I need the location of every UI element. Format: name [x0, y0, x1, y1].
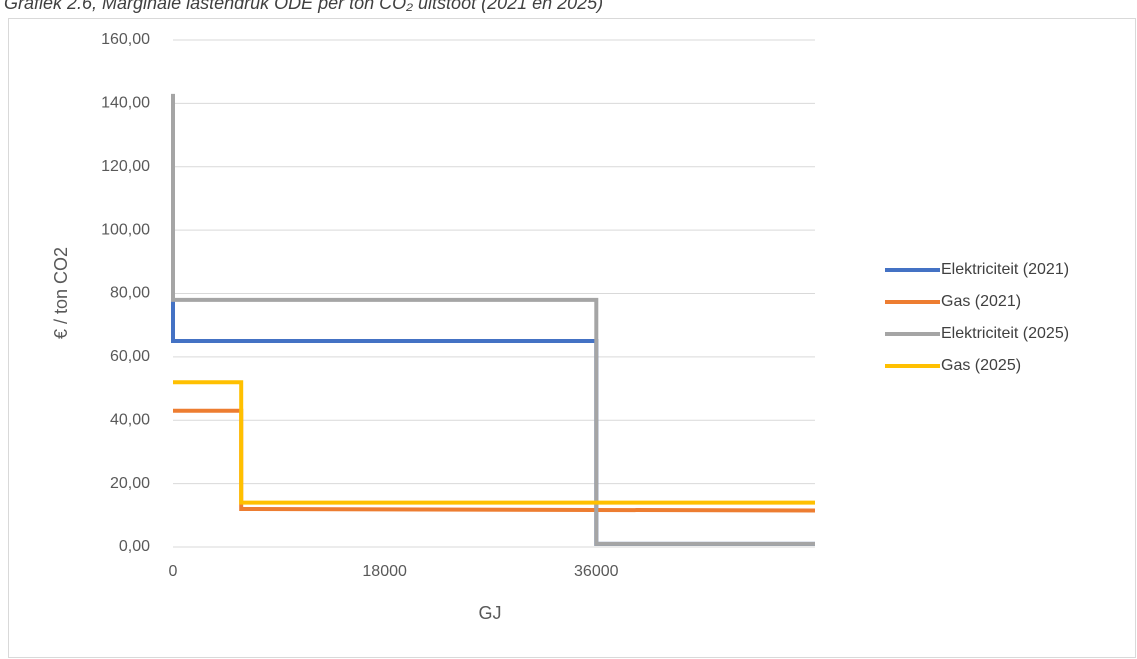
chart-frame	[8, 18, 1136, 658]
series-line	[173, 380, 815, 505]
x-tick-label: 18000	[362, 563, 407, 580]
legend-label: Elektriciteit (2025)	[941, 325, 1069, 342]
y-tick-label: 20,00	[110, 475, 150, 492]
legend-label: Gas (2025)	[941, 357, 1021, 374]
legend-label: Gas (2021)	[941, 293, 1021, 310]
y-tick-label: 120,00	[101, 158, 150, 175]
y-tick-label: 80,00	[110, 285, 150, 302]
y-axis-label: € / ton CO2	[51, 247, 71, 339]
y-tick-label: 100,00	[101, 221, 150, 238]
x-tick-label: 0	[169, 563, 178, 580]
x-tick-label: 36000	[574, 563, 619, 580]
series-line	[171, 93, 815, 546]
y-tick-label: 60,00	[110, 348, 150, 365]
x-axis-label: GJ	[478, 603, 501, 623]
legend-label: Elektriciteit (2021)	[941, 261, 1069, 278]
y-tick-label: 160,00	[101, 31, 150, 48]
y-tick-label: 0,00	[119, 538, 150, 555]
y-tick-label: 140,00	[101, 95, 150, 112]
y-tick-label: 40,00	[110, 411, 150, 428]
chart-title: Grafiek 2.6, Marginale lastendruk ODE pe…	[4, 0, 603, 13]
